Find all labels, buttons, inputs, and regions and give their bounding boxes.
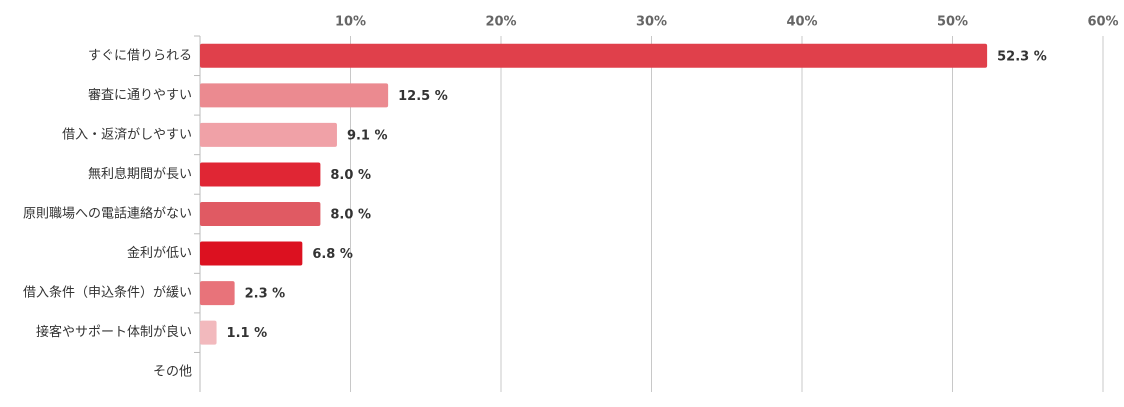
y-tick-label: 借入・返済がしやすい bbox=[62, 126, 192, 142]
y-tick-label: 接客やサポート体制が良い bbox=[36, 324, 192, 340]
y-tick-label: 無利息期間が長い bbox=[88, 166, 192, 182]
bar bbox=[200, 320, 217, 345]
bar bbox=[200, 83, 389, 108]
value-label: 8.0 % bbox=[330, 208, 371, 223]
bar bbox=[200, 202, 321, 226]
x-tick-label: 10% bbox=[335, 15, 366, 30]
x-tick-label: 30% bbox=[636, 15, 667, 30]
value-label: 6.8 % bbox=[312, 247, 353, 262]
value-label: 2.3 % bbox=[245, 287, 286, 302]
value-label: 12.5 % bbox=[398, 89, 448, 104]
bar bbox=[200, 162, 321, 187]
value-label: 9.1 % bbox=[347, 128, 388, 143]
y-tick-label: 借入条件（申込条件）が緩い bbox=[23, 285, 192, 301]
y-tick-label: その他 bbox=[153, 365, 192, 380]
value-label: 1.1 % bbox=[227, 326, 268, 341]
x-tick-label: 20% bbox=[485, 15, 516, 30]
bar bbox=[200, 122, 337, 147]
value-label: 8.0 % bbox=[330, 168, 371, 183]
value-label: 52.3 % bbox=[997, 49, 1047, 64]
x-tick-label: 50% bbox=[937, 15, 968, 30]
y-tick-label: すぐに借りられる bbox=[88, 48, 192, 63]
y-tick-label: 原則職場への電話連絡がない bbox=[23, 206, 192, 222]
y-tick-label: 審査に通りやすい bbox=[88, 88, 192, 103]
y-tick-label: 金利が低い bbox=[127, 245, 192, 261]
bar bbox=[200, 43, 988, 68]
bar bbox=[200, 281, 235, 306]
x-tick-label: 60% bbox=[1087, 15, 1118, 30]
bar bbox=[200, 241, 303, 266]
x-tick-label: 40% bbox=[786, 15, 817, 30]
